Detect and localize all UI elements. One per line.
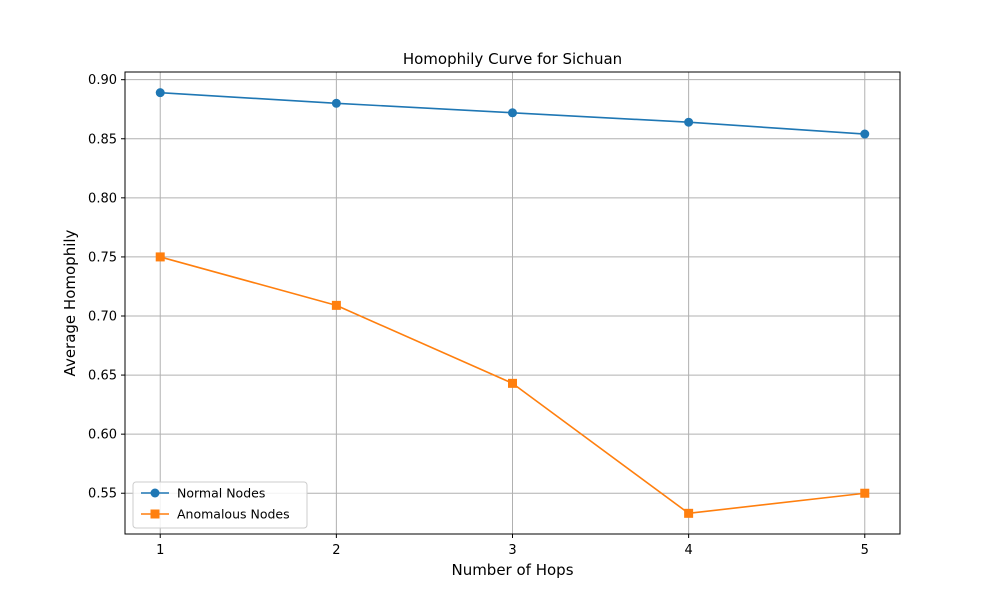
grid-lines — [125, 72, 900, 534]
y-axis-label: Average Homophily — [61, 229, 79, 376]
data-point-square — [860, 488, 870, 498]
x-tick-label: 1 — [156, 543, 164, 558]
y-tick-label: 0.85 — [88, 132, 117, 147]
legend-label: Normal Nodes — [177, 486, 265, 501]
data-point-circle — [508, 108, 517, 118]
tick-layer: 1 2 3 4 5 0.55 0.60 0.65 0.70 0.75 0.80 0.85 0.90 — [88, 73, 869, 558]
x-axis-label: Number of Hops — [451, 561, 573, 579]
data-point-circle — [860, 129, 870, 139]
legend-box — [132, 481, 308, 529]
data-point-circle — [684, 117, 694, 127]
series-layer — [155, 88, 870, 518]
legend-label: Anomalous Nodes — [177, 507, 290, 522]
x-tick-label: 5 — [861, 543, 869, 558]
legend-marker-square — [150, 509, 160, 519]
x-tick-label: 3 — [508, 543, 516, 558]
x-tick-label: 4 — [684, 543, 692, 558]
data-point-square — [508, 378, 517, 388]
legend: Normal Nodes Anomalous Nodes — [132, 481, 308, 529]
legend-marker-circle — [150, 488, 160, 498]
chart-title: Homophily Curve for Sichuan — [403, 50, 622, 68]
y-tick-label: 0.75 — [88, 250, 117, 265]
data-point-square — [684, 508, 694, 518]
data-point-circle — [155, 88, 165, 98]
y-tick-label: 0.90 — [88, 73, 117, 88]
data-point-square — [331, 300, 341, 310]
data-point-circle — [331, 98, 341, 108]
y-tick-label: 0.55 — [88, 487, 117, 502]
y-tick-label: 0.60 — [88, 428, 117, 443]
y-tick-label: 0.65 — [88, 369, 117, 384]
x-tick-label: 2 — [332, 543, 340, 558]
y-tick-label: 0.70 — [88, 309, 117, 324]
y-tick-label: 0.80 — [88, 191, 117, 206]
data-point-square — [155, 252, 165, 262]
